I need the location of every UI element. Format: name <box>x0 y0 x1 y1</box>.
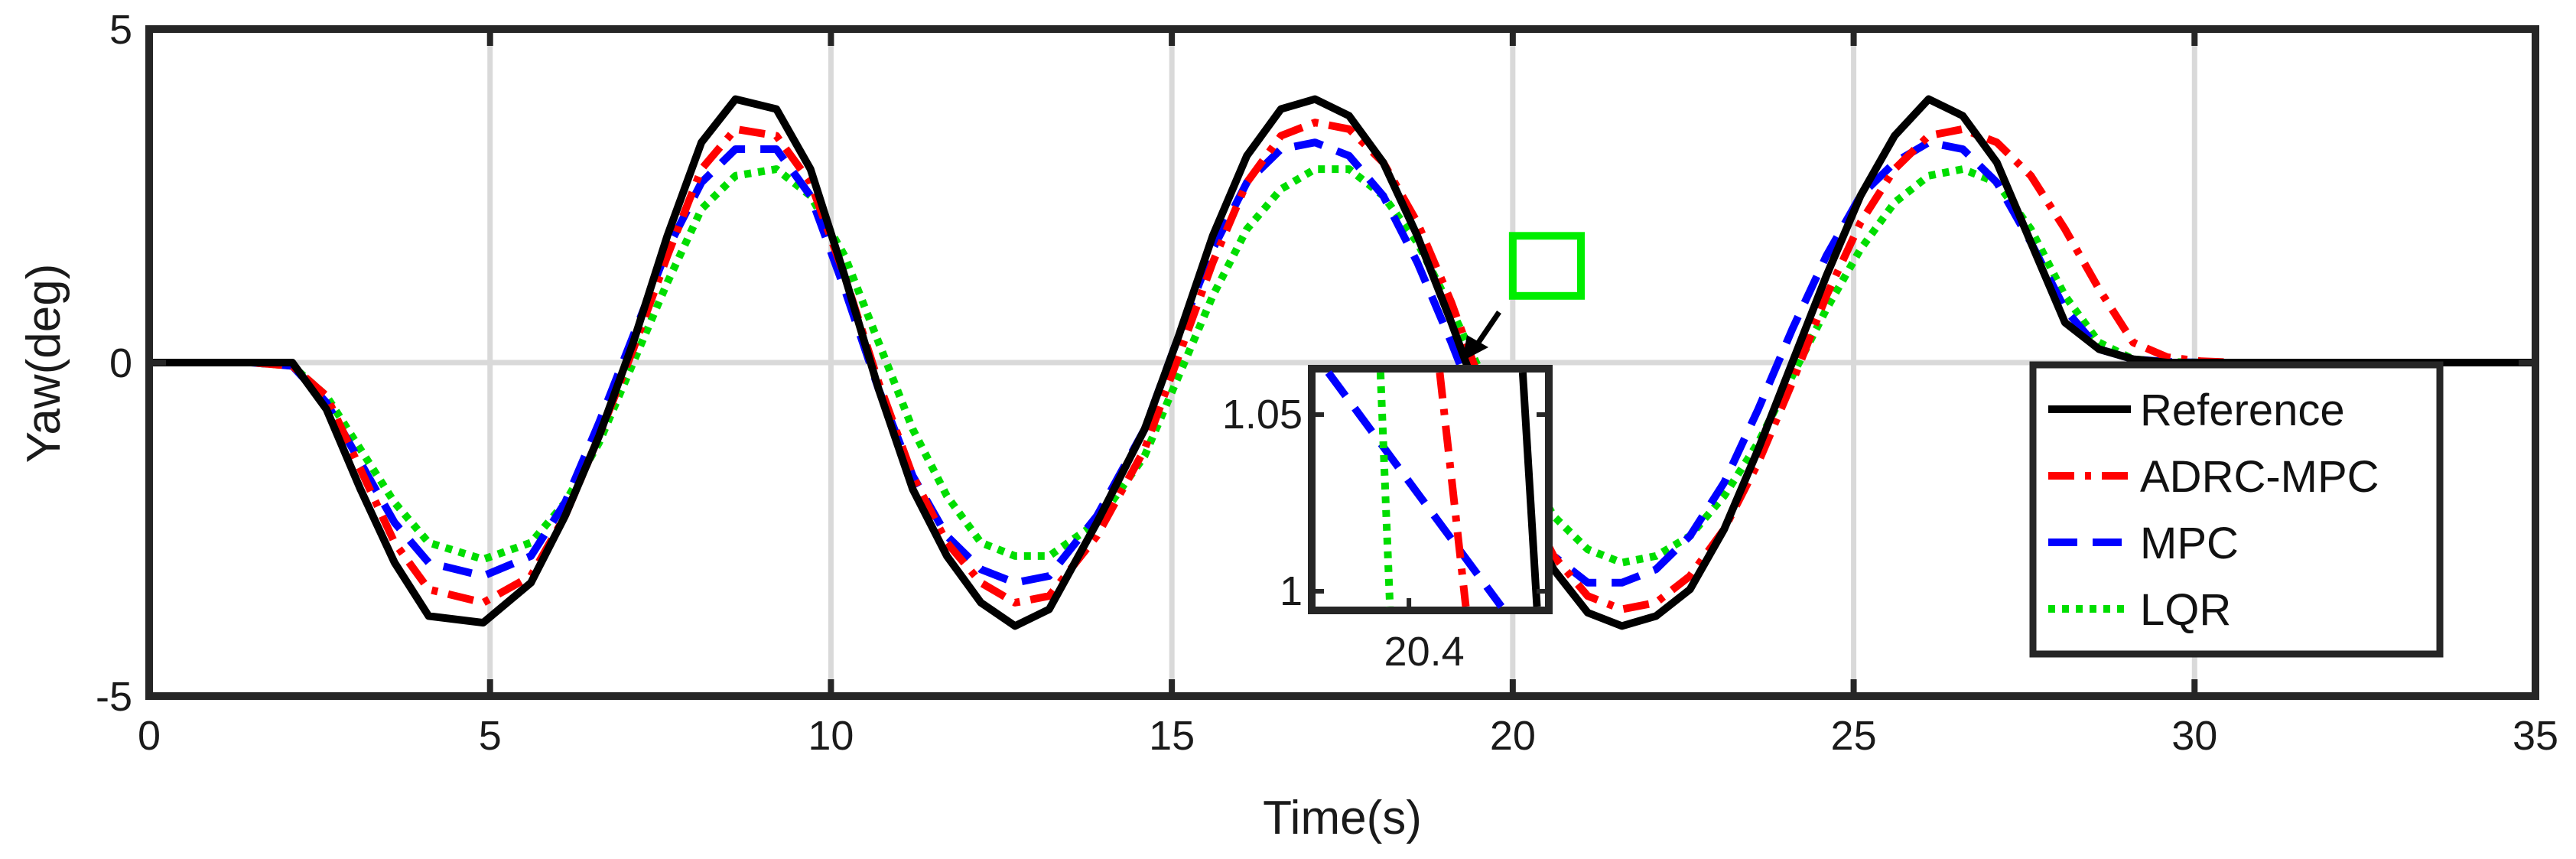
inset-x-tick-label: 20.4 <box>1384 629 1465 675</box>
inset-line-reference <box>1518 372 1541 607</box>
inset-y-tick-label: 1 <box>1280 568 1303 614</box>
inset-line-lqr <box>1376 372 1394 607</box>
legend-label-mpc: MPC <box>2140 519 2239 568</box>
series-line-reference <box>149 95 2535 630</box>
inset-line-mpc <box>1325 370 1505 609</box>
inset-box <box>1308 365 1553 614</box>
legend-label-reference: Reference <box>2140 386 2345 435</box>
zoom-arrow-head <box>1462 335 1488 361</box>
x-tick-label: 10 <box>808 713 854 759</box>
legend-label-lqr: LQR <box>2140 585 2231 635</box>
axis-ticks: 0 5 10 15 20 25 30 35-505 <box>96 7 2558 759</box>
inset-line-adrc-mpc <box>1436 372 1470 607</box>
y-tick-label: -5 <box>96 674 132 720</box>
x-tick-label: 25 <box>1831 713 1877 759</box>
x-tick-label: 35 <box>2513 713 2558 759</box>
x-tick-label: 5 <box>479 713 502 759</box>
series-group <box>149 95 2535 630</box>
x-tick-label: 15 <box>1149 713 1195 759</box>
zoom-box <box>1508 232 1586 300</box>
y-tick-label: 5 <box>109 7 132 53</box>
y-tick-label: 0 <box>109 340 132 386</box>
y-axis-label: Yaw(deg) <box>18 264 70 464</box>
legend: Reference ADRC-MPC MPC LQR <box>2029 361 2444 658</box>
legend-label-adrc-mpc: ADRC-MPC <box>2140 452 2379 502</box>
inset-y-tick-label: 1.05 <box>1222 392 1303 438</box>
zoom-target-box <box>1508 232 1586 300</box>
x-tick-label: 30 <box>2171 713 2217 759</box>
x-tick-label: 0 <box>138 713 161 759</box>
x-tick-label: 20 <box>1490 713 1536 759</box>
x-axis-label: Time(s) <box>1263 792 1422 844</box>
zoom-inset: 1.05 1 20.4 <box>1222 311 1553 675</box>
